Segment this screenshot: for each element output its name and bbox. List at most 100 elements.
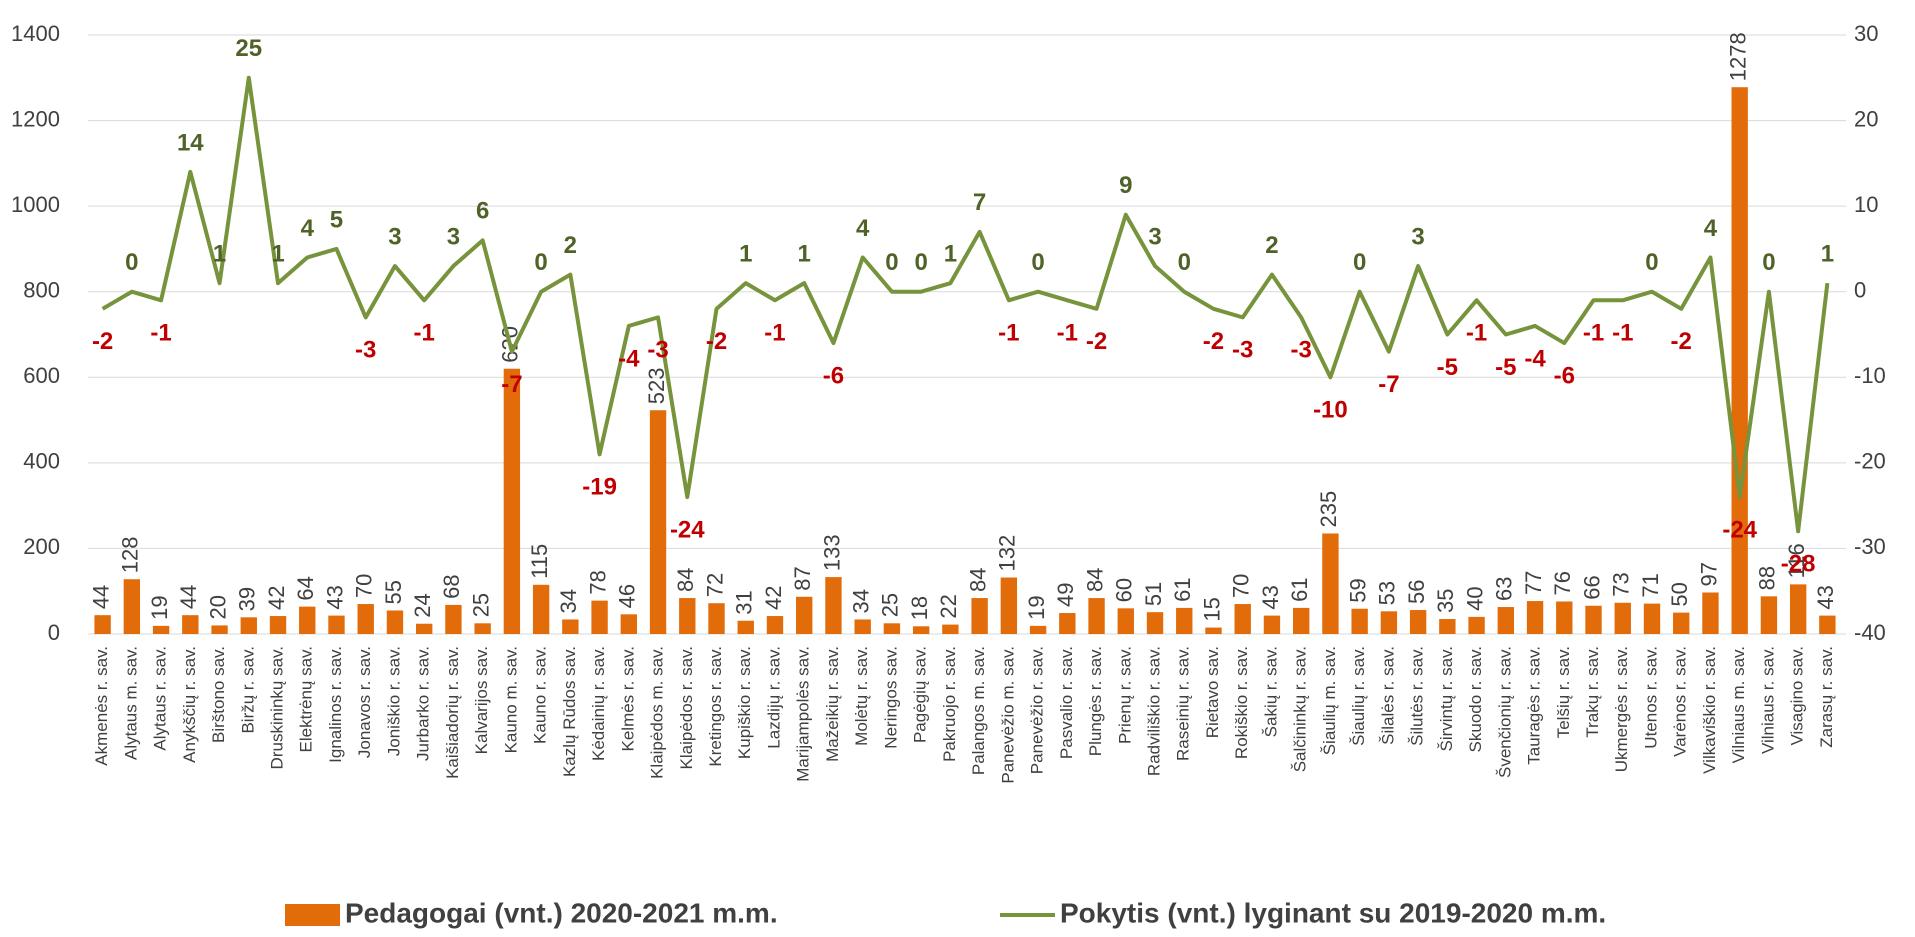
legend-swatch (285, 904, 340, 926)
line-value-label: 1 (944, 241, 957, 268)
x-tick-label: Varėnos r. sav. (1671, 646, 1690, 757)
bar-value-label: 20 (205, 595, 230, 619)
bar (269, 616, 287, 634)
x-tick-label: Kauno r. sav. (531, 646, 550, 744)
y-tick-label: 600 (23, 363, 60, 388)
line-value-label: -5 (1495, 354, 1516, 381)
legend-label: Pokytis (vnt.) lyginant su 2019-2020 m.m… (1060, 897, 1606, 928)
bar (328, 615, 345, 634)
bar-value-label: 25 (468, 593, 493, 617)
line-value-label: -24 (1722, 516, 1757, 543)
bar (562, 619, 579, 634)
bar (1234, 604, 1251, 634)
legend-label: Pedagogai (vnt.) 2020-2021 m.m. (345, 897, 778, 928)
bar-value-label: 31 (732, 590, 757, 614)
bar (942, 624, 959, 634)
bar (94, 615, 111, 634)
x-tick-label: Kalvarijos sav. (472, 646, 491, 754)
line-value-label: -6 (823, 362, 844, 389)
bar (123, 579, 141, 634)
line-value-label: 3 (1148, 223, 1161, 250)
bar-value-label: 73 (1609, 572, 1634, 596)
x-tick-label: Kretingos r. sav. (706, 646, 725, 767)
bar (1673, 612, 1690, 634)
bar-value-label: 66 (1579, 575, 1604, 599)
bar (1643, 603, 1661, 634)
bar-value-label: 64 (293, 576, 318, 600)
line-value-label: 9 (1119, 172, 1132, 199)
bar (152, 625, 170, 634)
y-tick-label: 0 (48, 620, 60, 645)
x-tick-label: Palangos m. sav. (969, 646, 988, 775)
bar (766, 616, 784, 634)
bar (1059, 613, 1076, 634)
x-tick-label: Rietavo sav. (1203, 646, 1222, 738)
bar-value-label: 34 (848, 589, 873, 613)
bar-value-label: 59 (1345, 578, 1370, 602)
x-tick-label: Pasvalio r. sav. (1057, 646, 1076, 759)
line-value-label: 25 (235, 35, 262, 62)
bar-value-label: 1278 (1725, 32, 1750, 81)
bar (211, 625, 228, 634)
bar (737, 620, 754, 634)
bar-value-label: 84 (673, 568, 698, 592)
line-value-label: -4 (618, 345, 640, 372)
line-value-label: -1 (1466, 320, 1487, 347)
bar (854, 619, 871, 634)
bar (1439, 619, 1456, 634)
bar-value-label: 24 (410, 593, 435, 617)
bar-value-label: 115 (527, 544, 552, 579)
bar (1029, 625, 1047, 634)
bar-value-label: 68 (439, 574, 464, 598)
line-value-label: -4 (1524, 345, 1546, 372)
line-value-label: -7 (501, 371, 522, 398)
x-tick-label: Pakruojo r. sav. (940, 646, 959, 762)
line-value-label: -2 (1671, 328, 1692, 355)
line-value-label: 1 (798, 241, 811, 268)
bar-value-label: 235 (1316, 491, 1341, 528)
x-tick-label: Radviliškio r. sav. (1145, 646, 1164, 776)
x-tick-label: Utenos r. sav. (1641, 646, 1660, 749)
bar-value-label: 39 (235, 587, 260, 611)
x-tick-label: Druskininkų sav. (268, 646, 287, 769)
bar-value-label: 77 (1521, 571, 1546, 595)
bar-value-label: 22 (936, 594, 961, 618)
x-tick-label: Mažeikių r. sav. (823, 646, 842, 762)
line-value-label: 3 (447, 223, 460, 250)
line-value-label: 0 (1178, 249, 1191, 276)
bar-value-label: 43 (1258, 585, 1283, 609)
bar-value-label: 34 (556, 589, 581, 613)
line-value-label: 3 (1411, 223, 1424, 250)
bar (1760, 596, 1778, 634)
bar-value-label: 116 (1784, 543, 1809, 578)
bar (1468, 616, 1485, 634)
line-value-label: -10 (1313, 397, 1348, 424)
x-tick-label: Kėdainių r. sav. (589, 646, 608, 761)
line-value-label: 4 (301, 215, 315, 242)
x-tick-label: Kelmės r. sav. (618, 646, 637, 752)
line-value-label: 0 (914, 249, 927, 276)
x-tick-label: Panevėžio m. sav. (998, 646, 1017, 784)
line-value-label: -24 (670, 516, 705, 543)
bar-value-label: 84 (1082, 568, 1107, 592)
bar (1526, 601, 1544, 634)
bar (415, 623, 433, 634)
line-value-label: -2 (92, 328, 113, 355)
line-value-label: 1 (271, 241, 284, 268)
x-tick-label: Šilutės r. sav. (1408, 646, 1427, 746)
bar (825, 577, 842, 634)
bar-value-label: 87 (790, 566, 815, 590)
x-tick-label: Šilalės r. sav. (1378, 646, 1397, 745)
line-value-label: -2 (1086, 328, 1107, 355)
line-value-label: 2 (564, 232, 577, 259)
x-tick-label: Biržų r. sav. (238, 646, 257, 734)
x-tick-label: Švenčionių r. sav. (1495, 646, 1514, 778)
line-value-label: -1 (998, 320, 1019, 347)
x-tick-label: Pagėgių sav. (911, 646, 930, 743)
bar (679, 598, 696, 634)
x-tick-label: Ignalinos r. sav. (326, 646, 345, 763)
x-tick-label: Molėtų r. sav. (852, 646, 871, 746)
x-tick-label: Telšių r. sav. (1554, 646, 1573, 738)
line-value-label: -1 (1612, 320, 1633, 347)
y-tick-label: 800 (23, 278, 60, 303)
